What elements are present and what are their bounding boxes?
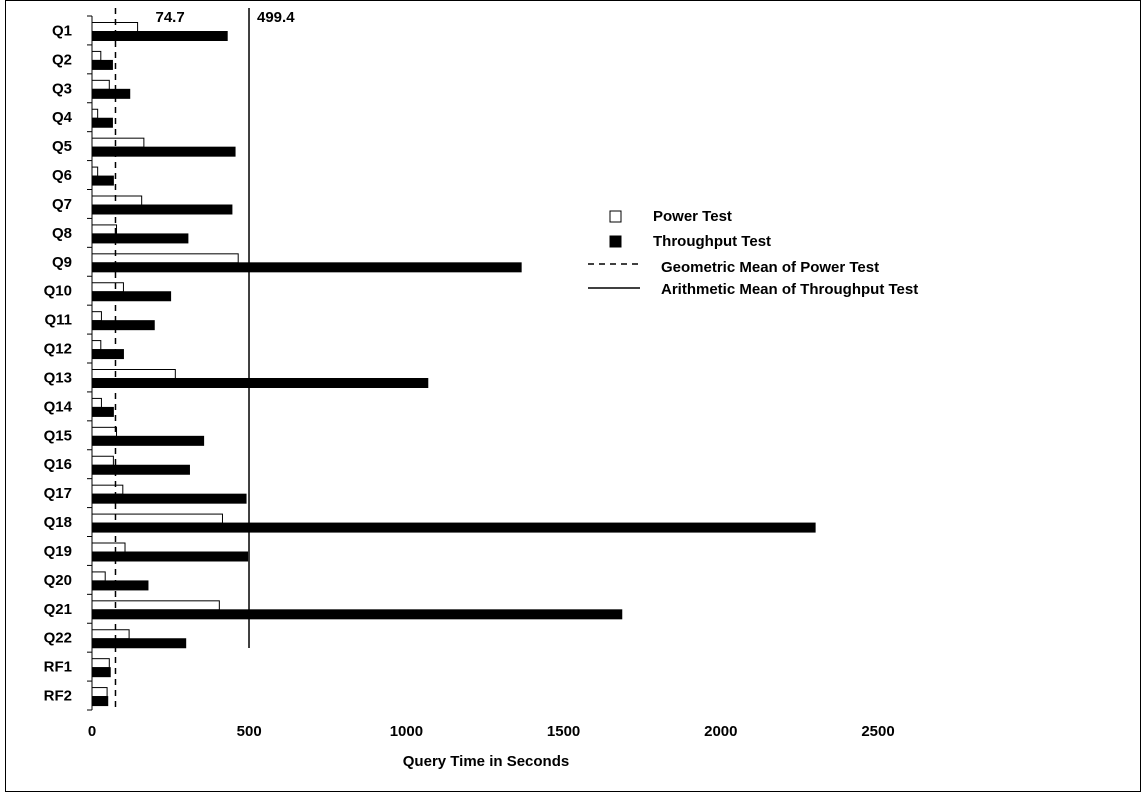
category-label-q9: Q9 bbox=[52, 254, 72, 271]
bar-throughput-test-q21 bbox=[91, 609, 623, 620]
reference-label-arithmetic-mean-of-throughput-test: 499.4 bbox=[257, 9, 295, 26]
chart-frame bbox=[5, 0, 1141, 792]
legend-arithmetic-mean-label: Arithmetic Mean of Throughput Test bbox=[661, 281, 918, 298]
bar-power-test-q5 bbox=[91, 137, 145, 148]
bar-throughput-test-q7 bbox=[91, 204, 233, 215]
bar-throughput-test-q9 bbox=[91, 262, 522, 273]
category-label-q16: Q16 bbox=[44, 456, 72, 473]
bar-power-test-q12 bbox=[91, 340, 102, 351]
bar-throughput-test-q5 bbox=[91, 146, 236, 157]
legend-geometric-mean-label: Geometric Mean of Power Test bbox=[661, 259, 879, 276]
category-label-rf1: RF1 bbox=[44, 659, 72, 676]
bar-throughput-test-q14 bbox=[91, 406, 114, 417]
bars-layer bbox=[91, 22, 816, 707]
legend: Power Test Throughput Test Geometric Mea… bbox=[588, 208, 918, 298]
bar-throughput-test-q16 bbox=[91, 464, 190, 475]
bar-power-test-q14 bbox=[91, 397, 102, 408]
x-tick-label-0: 0 bbox=[88, 723, 96, 740]
bar-power-test-q3 bbox=[91, 79, 110, 90]
x-tick-label-2500: 2500 bbox=[861, 723, 894, 740]
bar-throughput-test-rf1 bbox=[91, 667, 111, 678]
bar-throughput-test-q1 bbox=[91, 31, 228, 41]
category-label-q14: Q14 bbox=[44, 398, 73, 415]
category-label-q1: Q1 bbox=[52, 22, 72, 39]
bar-power-test-q16 bbox=[91, 455, 114, 466]
bar-power-test-q19 bbox=[91, 542, 126, 553]
bar-throughput-test-rf2 bbox=[91, 696, 109, 707]
legend-power-test-label: Power Test bbox=[653, 208, 732, 225]
x-tick-label-1000: 1000 bbox=[390, 723, 423, 740]
legend-throughput-test-label: Throughput Test bbox=[653, 233, 771, 250]
bar-throughput-test-q18 bbox=[91, 522, 816, 533]
bar-power-test-rf2 bbox=[91, 687, 108, 698]
bar-power-test-q17 bbox=[91, 484, 124, 495]
category-label-q8: Q8 bbox=[52, 225, 72, 242]
x-tick-label-2000: 2000 bbox=[704, 723, 737, 740]
category-label-q7: Q7 bbox=[52, 196, 72, 213]
bar-power-test-q21 bbox=[91, 600, 220, 611]
bar-power-test-q18 bbox=[91, 513, 223, 524]
bar-throughput-test-q4 bbox=[91, 117, 113, 128]
bar-power-test-rf1 bbox=[91, 658, 110, 669]
category-label-q13: Q13 bbox=[44, 369, 72, 386]
category-label-q22: Q22 bbox=[44, 630, 72, 647]
category-label-q11: Q11 bbox=[44, 312, 72, 329]
bar-power-test-q13 bbox=[91, 369, 176, 379]
category-label-q10: Q10 bbox=[44, 283, 72, 300]
category-label-q20: Q20 bbox=[44, 572, 72, 589]
bar-throughput-test-q11 bbox=[91, 320, 155, 331]
bar-power-test-q22 bbox=[91, 629, 130, 640]
x-tick-label-500: 500 bbox=[237, 723, 262, 740]
legend-throughput-test-swatch bbox=[609, 235, 622, 248]
category-label-q5: Q5 bbox=[52, 138, 72, 155]
bar-power-test-q4 bbox=[91, 108, 99, 119]
bar-throughput-test-q6 bbox=[91, 175, 114, 186]
bar-throughput-test-q10 bbox=[91, 291, 172, 302]
category-label-q15: Q15 bbox=[44, 427, 72, 444]
bar-power-test-q7 bbox=[91, 195, 143, 206]
bar-power-test-q6 bbox=[91, 166, 99, 177]
category-label-q4: Q4 bbox=[52, 109, 73, 126]
category-labels-layer: Q1 Q2 Q3 Q4 Q5 Q6 Q7 Q8 Q9 Q10 Q11 Q12 Q13 Q14 Q15 Q16 Q… bbox=[44, 22, 73, 704]
x-axis-title: Query Time in Seconds bbox=[403, 753, 569, 770]
bar-power-test-q11 bbox=[91, 311, 102, 322]
legend-power-test-swatch bbox=[609, 210, 622, 223]
bar-throughput-test-q20 bbox=[91, 580, 149, 591]
bar-throughput-test-q12 bbox=[91, 349, 124, 360]
bar-power-test-q10 bbox=[91, 282, 124, 293]
bar-throughput-test-q15 bbox=[91, 435, 205, 446]
bar-throughput-test-q2 bbox=[91, 59, 113, 70]
tick-labels-layer: 0 500 1000 1500 2000 2500 bbox=[88, 723, 895, 740]
bar-throughput-test-q3 bbox=[91, 88, 131, 99]
bar-power-test-q9 bbox=[91, 253, 239, 264]
bar-power-test-q2 bbox=[91, 50, 102, 61]
category-label-q6: Q6 bbox=[52, 167, 72, 184]
bar-throughput-test-q13 bbox=[91, 378, 429, 388]
reference-label-geometric-mean-of-power-test: 74.7 bbox=[155, 9, 184, 26]
category-label-q17: Q17 bbox=[44, 485, 72, 502]
category-label-rf2: RF2 bbox=[44, 688, 72, 705]
category-label-q2: Q2 bbox=[52, 51, 72, 68]
category-label-q12: Q12 bbox=[44, 341, 72, 358]
bar-power-test-q8 bbox=[91, 224, 118, 235]
x-tick-label-1500: 1500 bbox=[547, 723, 580, 740]
category-label-q19: Q19 bbox=[44, 543, 72, 560]
category-label-q18: Q18 bbox=[44, 514, 72, 531]
bar-power-test-q20 bbox=[91, 571, 106, 582]
bar-throughput-test-q8 bbox=[91, 233, 189, 244]
axes-layer bbox=[87, 15, 93, 711]
category-label-q3: Q3 bbox=[52, 80, 72, 97]
bar-power-test-q15 bbox=[91, 426, 118, 437]
reference-lines-layer: 74.7 499.4 bbox=[114, 8, 295, 710]
category-label-q21: Q21 bbox=[44, 601, 72, 618]
bar-throughput-test-q22 bbox=[91, 638, 187, 649]
